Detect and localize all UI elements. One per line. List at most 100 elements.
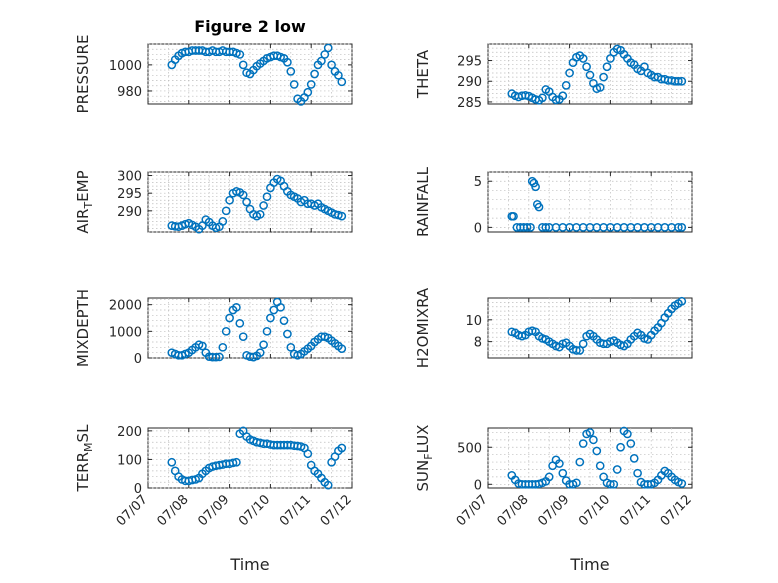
data-point	[221, 326, 231, 336]
data-point	[534, 202, 544, 212]
y-tick-label: 8	[474, 336, 482, 351]
data-point	[582, 62, 591, 72]
y-tick-label: 1000	[109, 325, 142, 340]
x-tick-label: 07/11	[277, 492, 314, 529]
data-point	[578, 339, 588, 349]
data-point	[215, 352, 224, 362]
chart-h2omixra: 8 10 H2OMIXRA	[414, 287, 693, 368]
data-point	[337, 443, 347, 453]
data-point	[595, 83, 605, 92]
data-point	[235, 50, 245, 59]
y-tick-label: 100	[117, 453, 142, 468]
data-point	[218, 217, 228, 226]
data-point	[623, 429, 632, 439]
data-point	[211, 352, 221, 362]
data-point	[561, 81, 571, 90]
y-axis-label: MIXDEPTH	[74, 289, 92, 367]
data-point	[677, 479, 687, 488]
y-tick-label: 2000	[109, 299, 142, 314]
data-point	[677, 296, 687, 306]
y-axis-label: H2OMIXRA	[414, 287, 432, 368]
data-point	[674, 223, 683, 232]
data-point	[276, 302, 285, 312]
data-point	[575, 346, 585, 355]
y-tick-label: 0	[134, 482, 142, 497]
y-tick-label: 285	[457, 96, 482, 111]
y-tick-label: 1000	[109, 59, 142, 74]
x-tick-label: 07/07	[114, 492, 151, 529]
data-point	[259, 201, 268, 210]
chart-air_temp: 290 295 300 AIRTEMP	[74, 170, 353, 234]
y-axis-label: SUNFLUX	[414, 425, 435, 492]
y-tick-label: 10	[465, 314, 482, 329]
chart-mixdepth: 0 1000 2000 MIXDEPTH	[74, 289, 353, 367]
x-tick-label: 07/08	[495, 492, 532, 529]
data-point	[334, 70, 343, 80]
data-point	[323, 43, 333, 53]
y-tick-label: 500	[457, 441, 482, 456]
data-point	[609, 479, 619, 489]
data-point	[578, 54, 588, 63]
data-point	[323, 480, 333, 490]
y-tick-label: 980	[117, 85, 142, 100]
data-point	[259, 340, 268, 350]
data-point	[242, 197, 251, 207]
y-tick-label: 0	[134, 352, 142, 367]
chart-sun_flux: 0 500 07/07 07/08 07/09 07/10 07/11 07/12 SUNFLU…	[414, 425, 695, 574]
data-point	[531, 182, 540, 192]
x-tick-label: 07/12	[318, 492, 355, 529]
data-point	[572, 346, 581, 355]
data-point	[538, 93, 547, 103]
data-point	[626, 439, 636, 448]
data-point	[565, 68, 574, 78]
data-point	[255, 348, 265, 358]
data-point	[167, 457, 177, 467]
data-point	[221, 206, 231, 216]
data-point	[262, 192, 272, 202]
y-axis-label: TERRMSL	[74, 424, 95, 493]
data-point	[225, 195, 234, 205]
y-axis-label: PRESSURE	[74, 35, 92, 114]
x-tick-label: 07/12	[658, 492, 695, 529]
data-point	[677, 223, 687, 232]
data-point	[255, 210, 265, 219]
data-point	[283, 329, 292, 339]
x-tick-label: 07/09	[535, 492, 572, 529]
data-point	[558, 91, 568, 101]
data-point	[544, 472, 554, 482]
data-point	[232, 302, 241, 312]
data-point	[526, 223, 535, 232]
data-point	[238, 332, 248, 342]
data-point	[320, 50, 330, 59]
data-point	[585, 428, 595, 437]
data-point	[674, 76, 683, 86]
data-point	[266, 313, 275, 323]
data-point	[589, 435, 598, 445]
data-point	[317, 56, 326, 66]
y-tick-label: 290	[457, 75, 482, 90]
data-point	[555, 459, 564, 468]
x-tick-label: 07/11	[617, 492, 654, 529]
data-point	[575, 457, 585, 467]
chart-rainfall: 0 5 RAINFALL	[414, 166, 693, 237]
data-point	[572, 478, 581, 488]
y-axis-label: RAINFALL	[414, 166, 432, 237]
chart-pressure: 980 1000 PRESSURE Figure 2 low	[74, 17, 353, 114]
data-point	[602, 62, 612, 72]
data-point	[306, 80, 316, 89]
data-point	[225, 313, 234, 323]
data-point	[262, 326, 272, 336]
data-point	[616, 442, 625, 452]
axes-box	[147, 297, 353, 359]
data-point	[303, 449, 313, 459]
data-point	[592, 446, 602, 456]
data-point	[232, 457, 241, 467]
data-point	[677, 76, 687, 86]
y-tick-label: 200	[117, 425, 142, 440]
y-tick-label: 0	[474, 478, 482, 493]
data-point	[612, 465, 622, 474]
data-point	[238, 190, 248, 200]
data-point	[599, 72, 608, 82]
y-axis-label: THETA	[414, 49, 432, 99]
data-point	[337, 77, 347, 87]
